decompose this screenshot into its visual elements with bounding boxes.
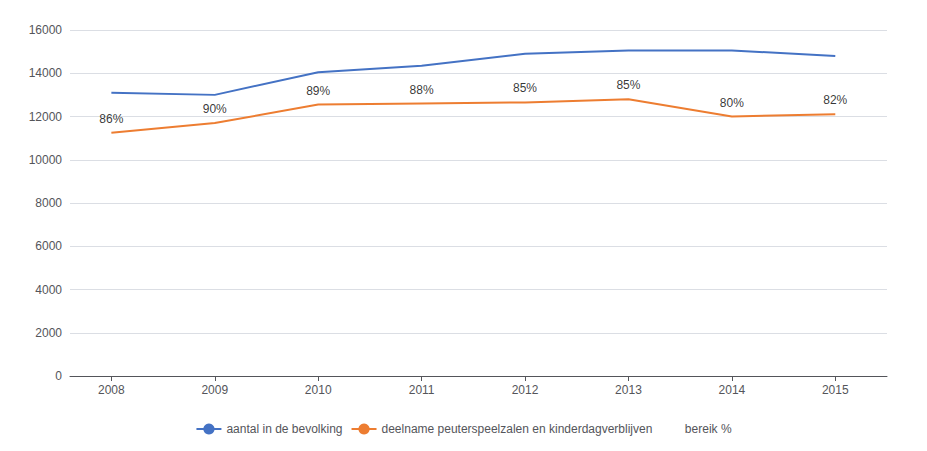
- svg-text:80%: 80%: [720, 96, 744, 110]
- svg-text:12000: 12000: [29, 110, 63, 124]
- svg-text:0: 0: [55, 369, 62, 383]
- svg-text:2009: 2009: [201, 383, 228, 397]
- svg-text:85%: 85%: [616, 78, 640, 92]
- svg-text:2011: 2011: [409, 383, 435, 397]
- svg-text:2010: 2010: [305, 383, 332, 397]
- svg-text:aantal in de bevolking: aantal in de bevolking: [226, 422, 342, 436]
- svg-text:deelname peuterspeelzalen en k: deelname peuterspeelzalen en kinderdagve…: [382, 422, 653, 436]
- svg-text:82%: 82%: [823, 93, 847, 107]
- svg-text:2013: 2013: [615, 383, 642, 397]
- svg-text:85%: 85%: [513, 81, 537, 95]
- svg-text:2008: 2008: [98, 383, 125, 397]
- svg-text:8000: 8000: [35, 196, 62, 210]
- svg-text:4000: 4000: [35, 283, 62, 297]
- svg-text:bereik %: bereik %: [685, 422, 732, 436]
- svg-text:6000: 6000: [35, 239, 62, 253]
- svg-text:14000: 14000: [29, 66, 63, 80]
- svg-text:89%: 89%: [306, 84, 330, 98]
- svg-text:2000: 2000: [35, 326, 62, 340]
- svg-text:88%: 88%: [410, 83, 434, 97]
- svg-text:86%: 86%: [99, 112, 123, 126]
- svg-text:90%: 90%: [203, 102, 227, 116]
- svg-text:10000: 10000: [29, 153, 63, 167]
- svg-text:2012: 2012: [512, 383, 539, 397]
- svg-text:2015: 2015: [822, 383, 849, 397]
- svg-text:2014: 2014: [719, 383, 746, 397]
- svg-text:16000: 16000: [29, 23, 63, 37]
